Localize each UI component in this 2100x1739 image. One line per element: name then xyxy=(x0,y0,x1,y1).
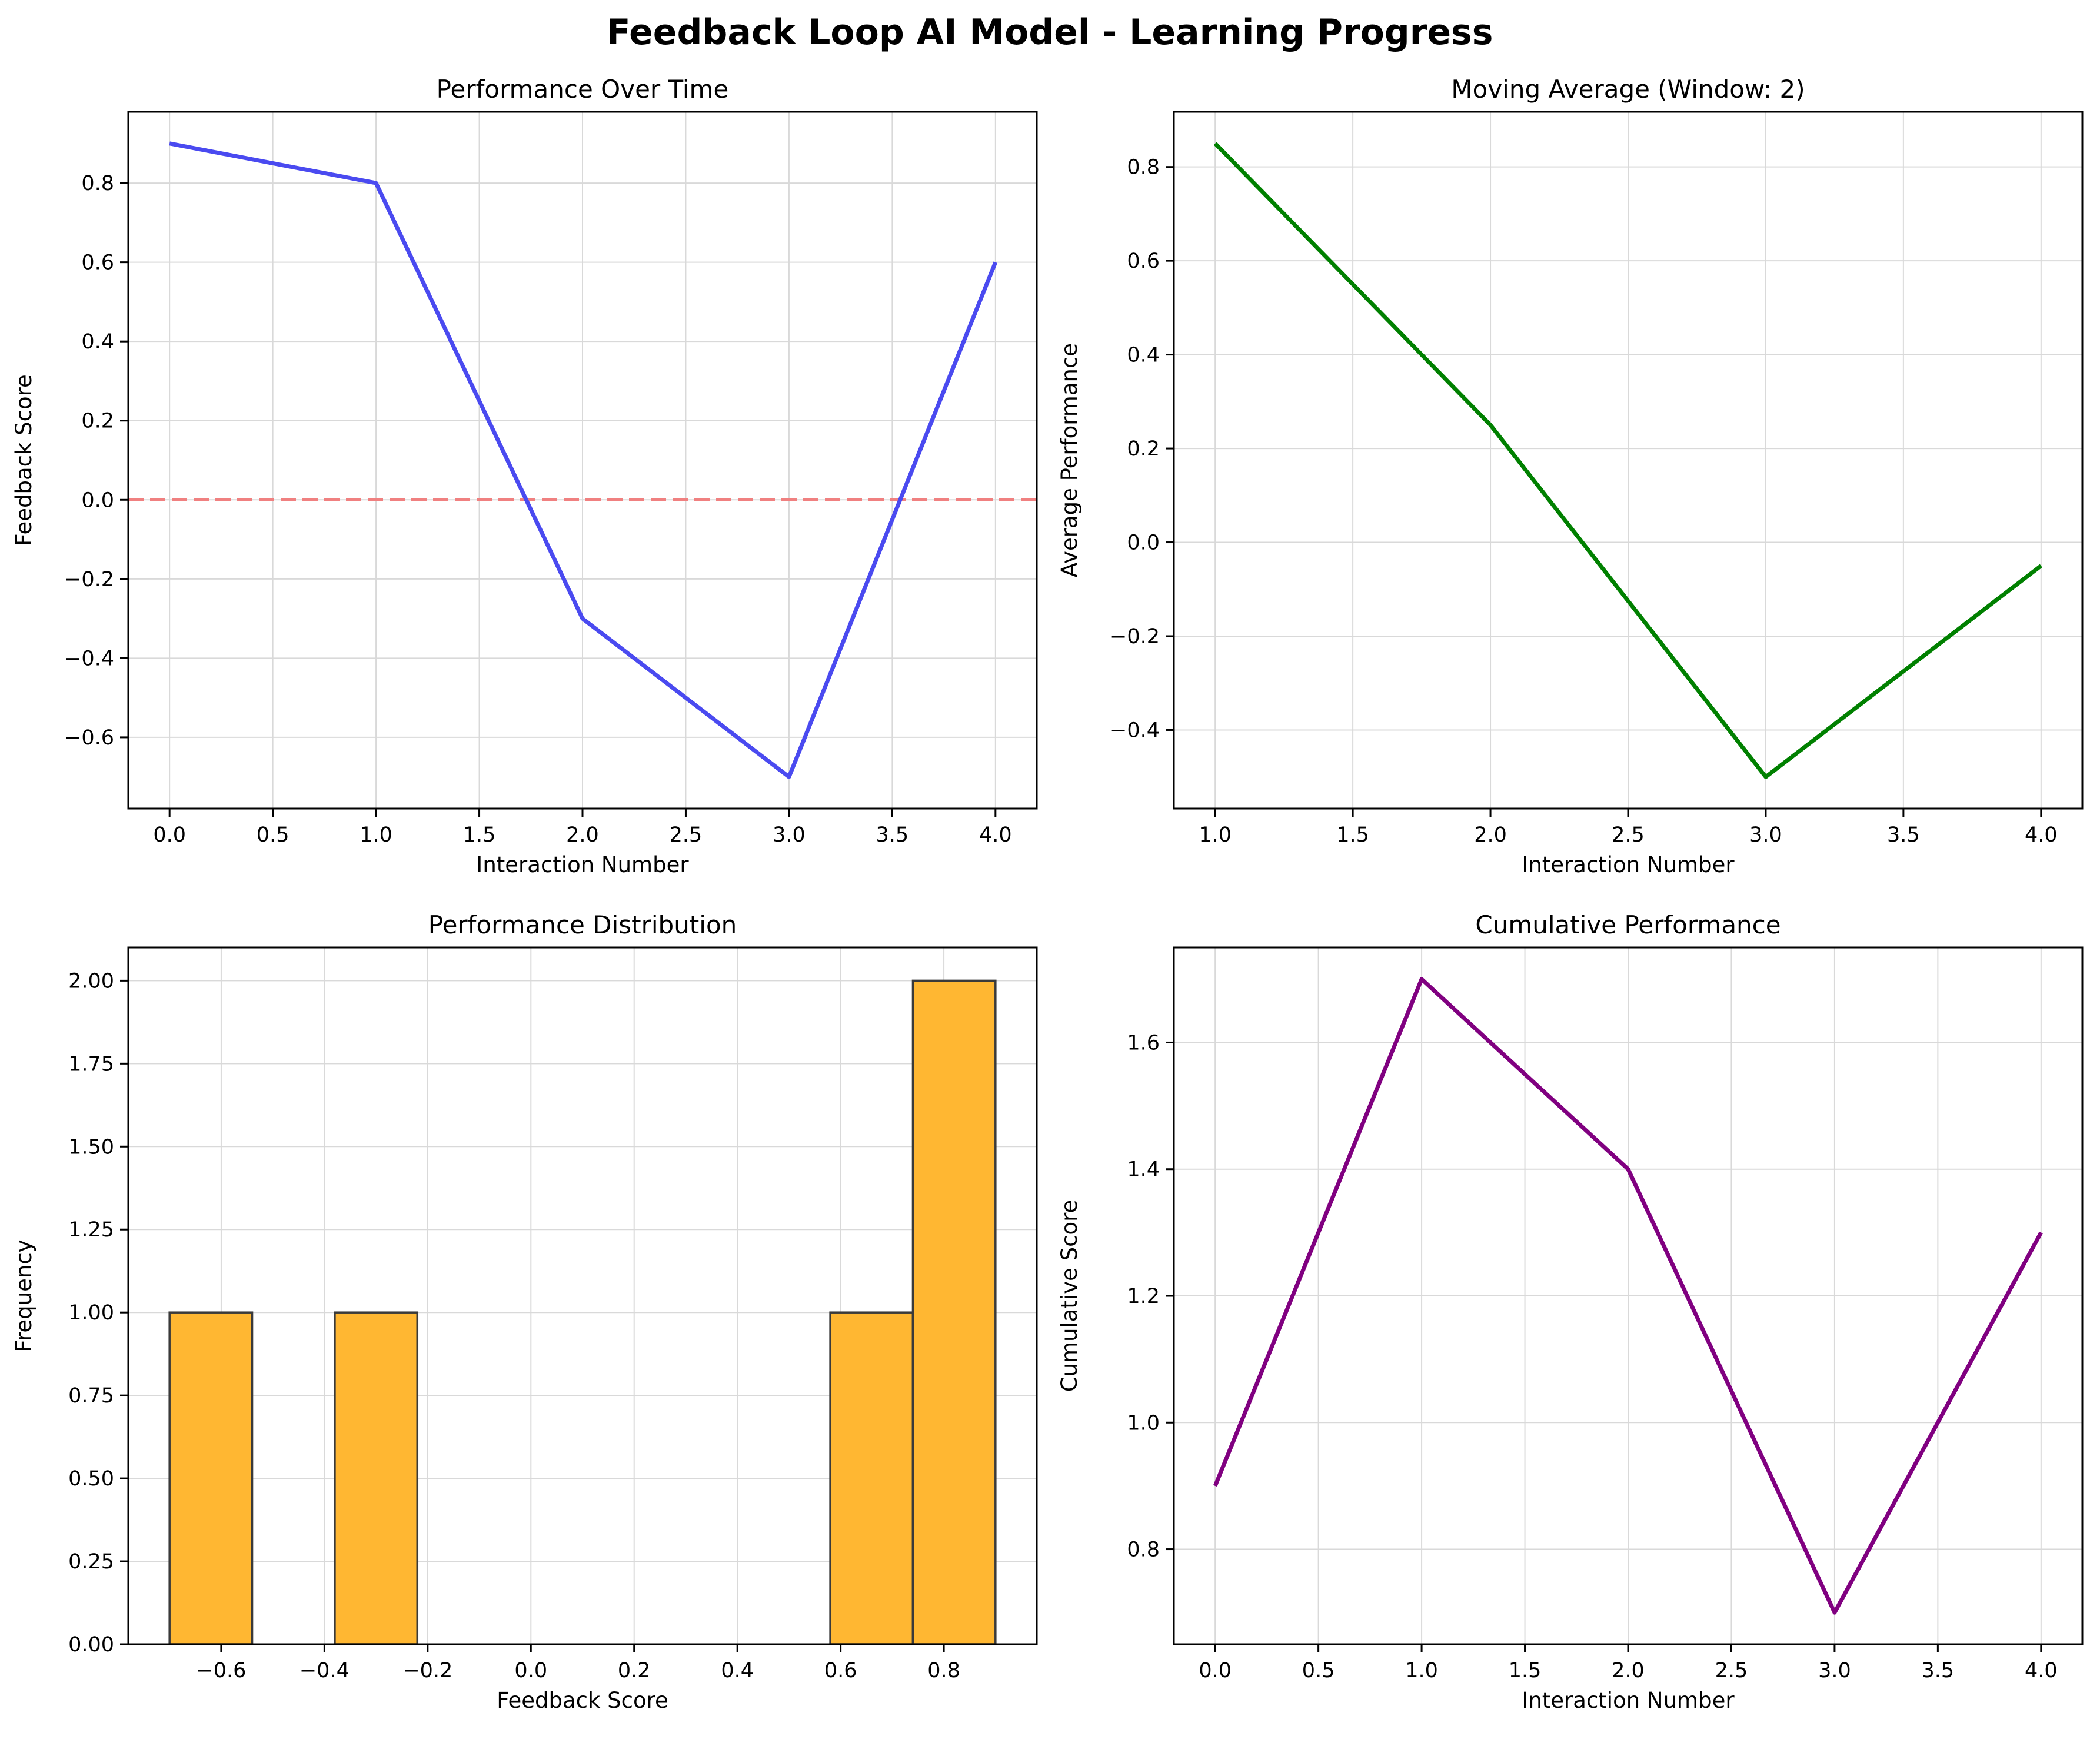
y-tick-label: 1.00 xyxy=(68,1301,114,1325)
x-tick-label: −0.6 xyxy=(196,1659,246,1683)
panel-title: Moving Average (Window: 2) xyxy=(1451,75,1805,104)
data-series-line xyxy=(1213,142,2042,779)
y-tick-label: 2.00 xyxy=(68,969,114,993)
y-axis-label: Average Performance xyxy=(1057,343,1082,577)
x-tick-label: 3.5 xyxy=(876,823,909,847)
x-tick-label: 0.8 xyxy=(927,1659,960,1683)
x-tick-label: 2.0 xyxy=(566,823,599,847)
x-tick-label: 4.0 xyxy=(2025,1659,2058,1683)
y-tick-label: 1.25 xyxy=(68,1218,114,1242)
y-tick-label: −0.4 xyxy=(1110,719,1160,742)
y-tick-label: 0.6 xyxy=(81,251,114,275)
chart-panel-3: −0.6 −0.4 −0.2 0.0 0.2 0.4 0.6 0.8 0.00 0.25 0.50 0… xyxy=(11,910,1038,1713)
y-tick-label: −0.2 xyxy=(64,568,114,591)
histogram-bar xyxy=(829,1311,914,1645)
x-tick-label: 0.5 xyxy=(257,823,289,847)
x-tick-label: 3.5 xyxy=(1922,1659,1955,1683)
y-tick-label: 0.0 xyxy=(81,488,114,512)
x-tick-label: 1.5 xyxy=(463,823,496,847)
panel-title: Performance Over Time xyxy=(437,75,729,104)
y-tick-label: 0.8 xyxy=(81,172,114,195)
chart-panel-2: 1.0 1.5 2.0 2.5 3.0 3.5 4.0 −0.4 −0.2 0.0 0.2 0.4 0.… xyxy=(1057,75,2084,877)
panel-title: Cumulative Performance xyxy=(1475,910,1780,939)
x-tick-label: 3.0 xyxy=(773,823,806,847)
y-tick-label: 1.2 xyxy=(1127,1285,1160,1308)
y-tick-label: 0.8 xyxy=(1127,1538,1160,1562)
x-axis-label: Feedback Score xyxy=(497,1688,668,1713)
x-tick-label: 0.2 xyxy=(618,1659,651,1683)
x-tick-label: 2.0 xyxy=(1612,1659,1645,1683)
x-tick-label: 0.0 xyxy=(153,823,186,847)
y-axis-label: Frequency xyxy=(11,1239,36,1352)
x-tick-label: 3.5 xyxy=(1887,823,1920,847)
y-axis-label: Cumulative Score xyxy=(1057,1200,1082,1392)
y-tick-label: 0.0 xyxy=(1127,531,1160,555)
y-tick-label: 1.0 xyxy=(1127,1411,1160,1435)
data-series-line xyxy=(1213,977,2043,1615)
y-axis-label: Feedback Score xyxy=(11,374,36,546)
x-tick-label: 2.5 xyxy=(670,823,703,847)
x-tick-label: 1.0 xyxy=(1199,823,1232,847)
chart-panel-1: 0.0 0.5 1.0 1.5 2.0 2.5 3.0 3.5 4.0 −0.6 −0.4 −0.2 0… xyxy=(11,75,1038,877)
x-tick-label: −0.4 xyxy=(299,1659,350,1683)
chart-panel-4: 0.0 0.5 1.0 1.5 2.0 2.5 3.0 3.5 4.0 0.8 1.0 1.2 1.4 1… xyxy=(1057,910,2084,1713)
x-tick-label: 2.5 xyxy=(1612,823,1645,847)
y-tick-label: 0.4 xyxy=(1127,344,1160,367)
y-tick-label: 0.25 xyxy=(68,1550,114,1574)
x-tick-label: 4.0 xyxy=(979,823,1012,847)
x-tick-label: 0.6 xyxy=(824,1659,857,1683)
x-tick-label: 0.0 xyxy=(1199,1659,1232,1683)
y-tick-label: −0.6 xyxy=(64,726,114,750)
histogram-bar xyxy=(334,1311,419,1645)
x-tick-label: 3.0 xyxy=(1818,1659,1851,1683)
panel-title: Performance Distribution xyxy=(428,910,737,939)
x-tick-label: 3.0 xyxy=(1749,823,1782,847)
data-series-line xyxy=(169,141,998,779)
y-tick-label: 0.50 xyxy=(68,1467,114,1491)
histogram-bar xyxy=(911,979,997,1645)
y-tick-label: 0.8 xyxy=(1127,156,1160,179)
x-tick-label: 4.0 xyxy=(2025,823,2058,847)
x-tick-label: 1.5 xyxy=(1336,823,1369,847)
y-tick-label: 1.75 xyxy=(68,1052,114,1076)
x-tick-label: 2.0 xyxy=(1474,823,1507,847)
x-tick-label: 1.0 xyxy=(360,823,392,847)
axes-frame xyxy=(127,946,1038,1645)
y-tick-label: −0.4 xyxy=(64,647,114,670)
y-tick-label: 1.6 xyxy=(1127,1031,1160,1055)
y-tick-label: 0.00 xyxy=(68,1633,114,1657)
x-axis-label: Interaction Number xyxy=(1522,852,1735,877)
x-tick-label: 0.0 xyxy=(514,1659,547,1683)
subplots-grid: 0.0 0.5 1.0 1.5 2.0 2.5 3.0 3.5 4.0 −0.6 −0.4 −0.2 0… xyxy=(11,75,2084,1713)
x-axis-label: Interaction Number xyxy=(476,852,689,877)
x-tick-label: −0.2 xyxy=(402,1659,452,1683)
x-tick-label: 0.5 xyxy=(1302,1659,1335,1683)
y-tick-label: 1.50 xyxy=(68,1135,114,1159)
x-tick-label: 1.5 xyxy=(1509,1659,1542,1683)
y-tick-label: 0.75 xyxy=(68,1384,114,1408)
y-tick-label: 0.2 xyxy=(81,410,114,433)
y-tick-label: −0.2 xyxy=(1110,625,1160,649)
y-tick-label: 0.6 xyxy=(1127,250,1160,273)
y-tick-label: 1.4 xyxy=(1127,1158,1160,1182)
x-tick-label: 1.0 xyxy=(1405,1659,1438,1683)
x-axis-label: Interaction Number xyxy=(1522,1688,1735,1713)
x-tick-label: 2.5 xyxy=(1715,1659,1748,1683)
y-tick-label: 0.2 xyxy=(1127,437,1160,461)
histogram-bar xyxy=(168,1311,254,1645)
y-tick-label: 0.4 xyxy=(81,330,114,354)
x-tick-label: 0.4 xyxy=(721,1659,754,1683)
figure-title: Feedback Loop AI Model - Learning Progre… xyxy=(607,12,1493,53)
